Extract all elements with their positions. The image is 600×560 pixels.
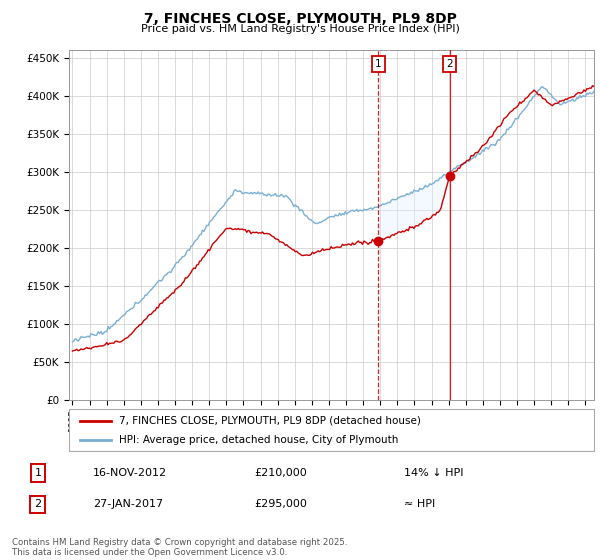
- Text: 2: 2: [446, 59, 453, 69]
- Text: £295,000: £295,000: [254, 500, 307, 510]
- Text: 7, FINCHES CLOSE, PLYMOUTH, PL9 8DP (detached house): 7, FINCHES CLOSE, PLYMOUTH, PL9 8DP (det…: [119, 416, 421, 426]
- Text: 2: 2: [34, 500, 41, 510]
- Text: 16-NOV-2012: 16-NOV-2012: [92, 468, 167, 478]
- FancyBboxPatch shape: [69, 409, 594, 451]
- Text: 1: 1: [34, 468, 41, 478]
- Text: 1: 1: [375, 59, 382, 69]
- Text: 7, FINCHES CLOSE, PLYMOUTH, PL9 8DP: 7, FINCHES CLOSE, PLYMOUTH, PL9 8DP: [143, 12, 457, 26]
- Text: £210,000: £210,000: [254, 468, 307, 478]
- Text: HPI: Average price, detached house, City of Plymouth: HPI: Average price, detached house, City…: [119, 435, 398, 445]
- Text: Contains HM Land Registry data © Crown copyright and database right 2025.
This d: Contains HM Land Registry data © Crown c…: [12, 538, 347, 557]
- Text: 14% ↓ HPI: 14% ↓ HPI: [404, 468, 463, 478]
- Text: ≈ HPI: ≈ HPI: [404, 500, 435, 510]
- Text: Price paid vs. HM Land Registry's House Price Index (HPI): Price paid vs. HM Land Registry's House …: [140, 24, 460, 34]
- Text: 27-JAN-2017: 27-JAN-2017: [92, 500, 163, 510]
